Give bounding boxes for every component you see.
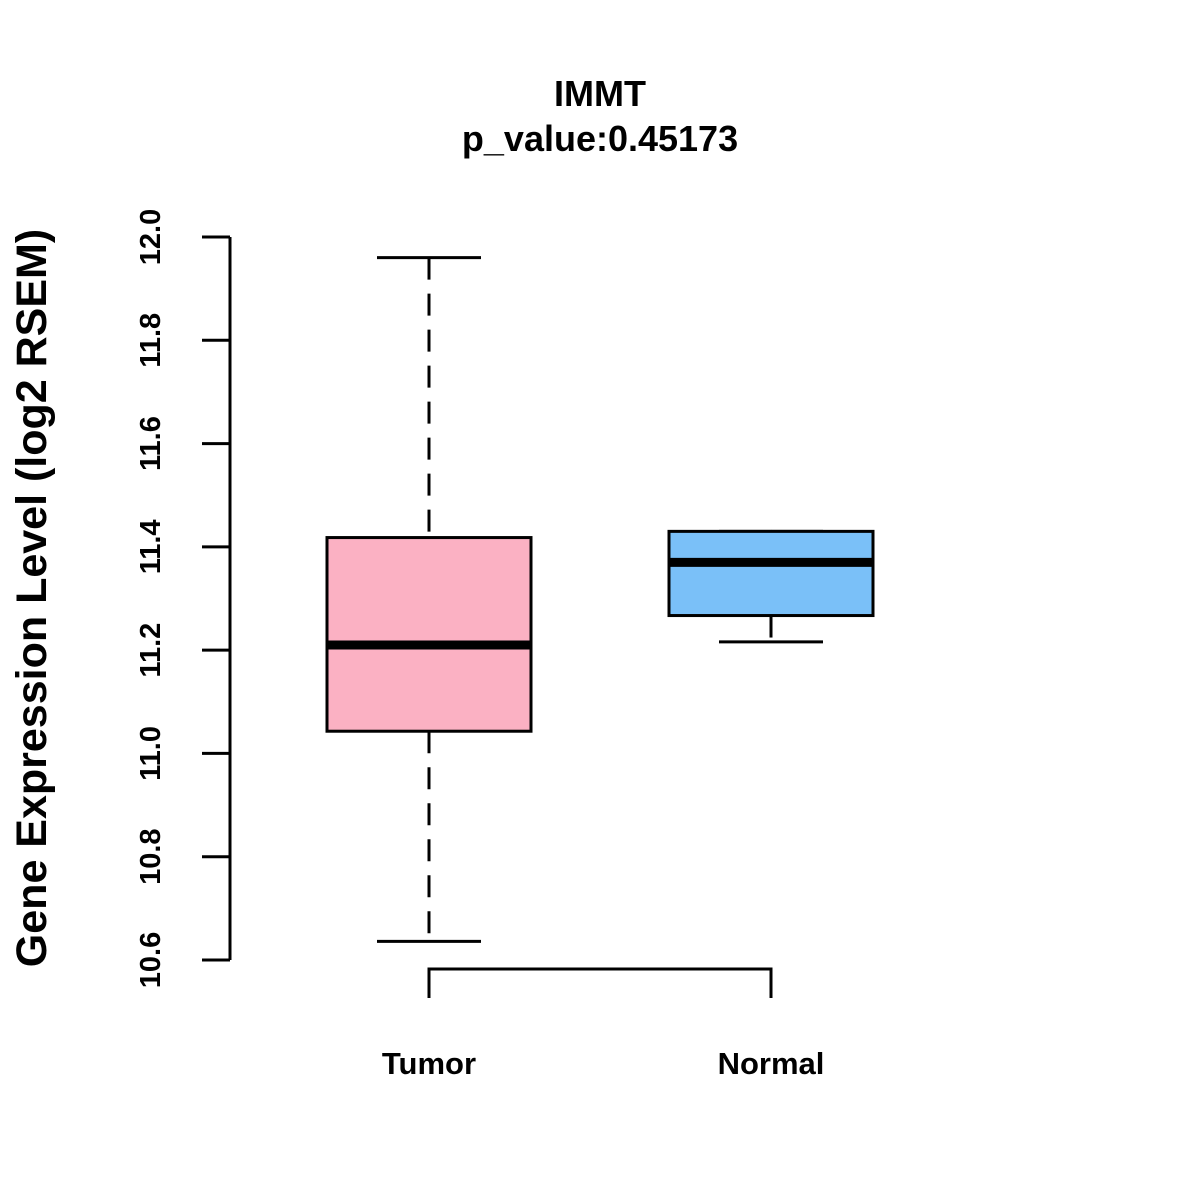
category-labels: Tumor Normal (382, 1046, 824, 1081)
y-tick-label: 11.6 (135, 416, 167, 471)
y-tick-label: 11.0 (135, 726, 167, 781)
y-tick-label: 10.8 (135, 828, 167, 884)
y-axis: 10.6 10.8 11.0 11.2 11.4 11.6 11.8 12.0 (135, 209, 232, 988)
box-normal (667, 529, 875, 644)
y-tick-label: 10.6 (135, 932, 167, 988)
box-tumor (325, 256, 533, 943)
iqr-box (667, 529, 875, 618)
y-tick-label: 11.2 (135, 623, 167, 678)
category-label-normal: Normal (718, 1046, 825, 1081)
comparison-bracket (427, 967, 773, 998)
y-axis-label: Gene Expression Level (log2 RSEM) (8, 229, 56, 967)
y-tick-label: 11.8 (135, 313, 167, 368)
box-plot-area (325, 256, 875, 943)
y-tick-label: 12.0 (135, 209, 167, 265)
iqr-box (325, 536, 533, 733)
y-tick-label: 11.4 (135, 519, 167, 574)
chart-subtitle: p_value:0.45173 (462, 118, 738, 159)
category-label-tumor: Tumor (382, 1046, 476, 1081)
bracket-line (427, 967, 773, 998)
chart-title: IMMT (554, 73, 646, 114)
